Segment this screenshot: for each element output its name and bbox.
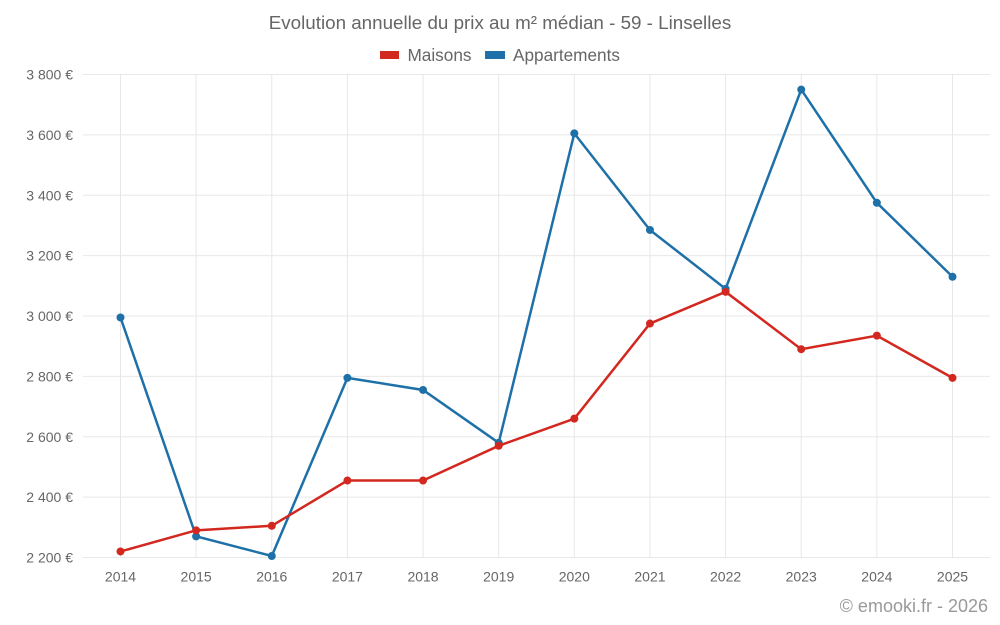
svg-text:2014: 2014 bbox=[105, 569, 136, 585]
svg-text:2018: 2018 bbox=[407, 569, 438, 585]
svg-text:3 600 €: 3 600 € bbox=[26, 127, 73, 143]
svg-text:3 000 €: 3 000 € bbox=[26, 308, 73, 324]
svg-text:3 400 €: 3 400 € bbox=[26, 187, 73, 203]
svg-text:2025: 2025 bbox=[937, 569, 968, 585]
svg-text:2 200 €: 2 200 € bbox=[26, 550, 73, 566]
svg-text:2 600 €: 2 600 € bbox=[26, 429, 73, 445]
svg-text:2019: 2019 bbox=[483, 569, 514, 585]
svg-text:2023: 2023 bbox=[786, 569, 817, 585]
svg-text:2 400 €: 2 400 € bbox=[26, 489, 73, 505]
svg-text:2020: 2020 bbox=[559, 569, 590, 585]
svg-text:2021: 2021 bbox=[634, 569, 665, 585]
svg-text:2024: 2024 bbox=[861, 569, 892, 585]
svg-text:3 200 €: 3 200 € bbox=[26, 248, 73, 264]
svg-text:2015: 2015 bbox=[181, 569, 212, 585]
svg-text:2016: 2016 bbox=[256, 569, 287, 585]
svg-text:3 800 €: 3 800 € bbox=[26, 67, 73, 83]
svg-text:2017: 2017 bbox=[332, 569, 363, 585]
svg-text:2022: 2022 bbox=[710, 569, 741, 585]
svg-text:2 800 €: 2 800 € bbox=[26, 368, 73, 384]
